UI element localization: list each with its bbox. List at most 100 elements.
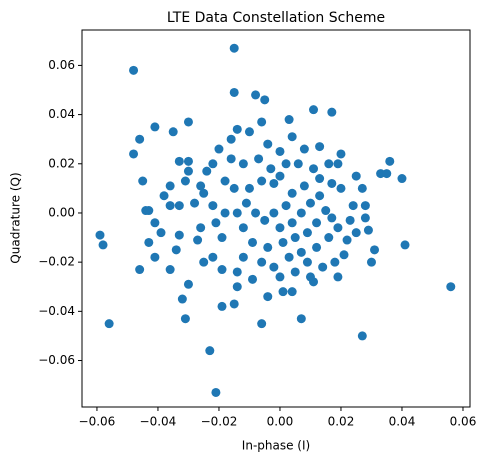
point bbox=[269, 262, 279, 272]
y-tick-label: −0.04 bbox=[38, 304, 75, 318]
point bbox=[193, 235, 203, 245]
point bbox=[269, 178, 279, 188]
point bbox=[348, 201, 358, 211]
point bbox=[318, 262, 328, 272]
point bbox=[229, 87, 239, 97]
point bbox=[214, 144, 224, 154]
point bbox=[278, 237, 288, 247]
point bbox=[302, 228, 312, 238]
point bbox=[232, 282, 242, 292]
point bbox=[360, 213, 370, 223]
point bbox=[257, 117, 267, 127]
point bbox=[333, 272, 343, 282]
y-tick-label: 0.02 bbox=[48, 156, 75, 170]
point bbox=[260, 215, 270, 225]
point bbox=[281, 159, 291, 169]
point bbox=[196, 181, 206, 191]
point bbox=[315, 191, 325, 201]
point bbox=[202, 166, 212, 176]
point bbox=[135, 265, 145, 275]
point bbox=[220, 208, 230, 218]
point bbox=[287, 132, 297, 142]
point bbox=[150, 252, 160, 262]
point bbox=[150, 122, 160, 132]
point bbox=[366, 257, 376, 267]
point bbox=[226, 134, 236, 144]
point bbox=[330, 257, 340, 267]
point bbox=[305, 198, 315, 208]
point bbox=[397, 174, 407, 184]
point bbox=[257, 257, 267, 267]
point bbox=[284, 252, 294, 262]
point bbox=[296, 314, 306, 324]
point bbox=[95, 230, 105, 240]
y-tick-label: 0.00 bbox=[48, 205, 75, 219]
x-tick-label: 0.04 bbox=[389, 415, 416, 429]
point bbox=[363, 225, 373, 235]
point bbox=[382, 169, 392, 179]
point bbox=[165, 181, 175, 191]
point bbox=[360, 201, 370, 211]
point bbox=[312, 242, 322, 252]
point bbox=[220, 176, 230, 186]
point bbox=[238, 159, 248, 169]
point bbox=[244, 183, 254, 193]
point bbox=[238, 252, 248, 262]
point bbox=[248, 237, 258, 247]
point bbox=[159, 191, 169, 201]
point bbox=[299, 144, 309, 154]
point bbox=[183, 166, 193, 176]
point bbox=[305, 272, 315, 282]
x-axis-label: In-phase (I) bbox=[242, 439, 310, 453]
point bbox=[229, 183, 239, 193]
point bbox=[299, 181, 309, 191]
point bbox=[312, 218, 322, 228]
point bbox=[333, 223, 343, 233]
point bbox=[275, 146, 285, 156]
point bbox=[287, 287, 297, 297]
point bbox=[333, 159, 343, 169]
y-tick-label: 0.06 bbox=[48, 58, 75, 72]
point bbox=[241, 198, 251, 208]
point bbox=[257, 319, 267, 329]
point bbox=[174, 230, 184, 240]
point bbox=[177, 294, 187, 304]
point bbox=[135, 134, 145, 144]
chart-title: LTE Data Constellation Scheme bbox=[167, 10, 385, 26]
point bbox=[290, 233, 300, 243]
point bbox=[232, 124, 242, 134]
point bbox=[281, 201, 291, 211]
point bbox=[357, 183, 367, 193]
point bbox=[269, 208, 279, 218]
point bbox=[296, 247, 306, 257]
point bbox=[180, 176, 190, 186]
point bbox=[98, 240, 108, 250]
point bbox=[129, 65, 139, 75]
point bbox=[327, 178, 337, 188]
point bbox=[342, 235, 352, 245]
point bbox=[150, 218, 160, 228]
y-axis-label: Quadrature (Q) bbox=[9, 172, 23, 263]
point bbox=[287, 218, 297, 228]
x-tick-label: −0.02 bbox=[201, 415, 238, 429]
point bbox=[357, 331, 367, 341]
point bbox=[208, 201, 218, 211]
point bbox=[208, 159, 218, 169]
point bbox=[287, 188, 297, 198]
point bbox=[385, 156, 395, 166]
y-tick-label: −0.06 bbox=[38, 353, 75, 367]
point bbox=[174, 201, 184, 211]
point bbox=[263, 242, 273, 252]
point bbox=[257, 176, 267, 186]
x-tick-label: 0.00 bbox=[267, 415, 294, 429]
point bbox=[327, 213, 337, 223]
point bbox=[275, 272, 285, 282]
point bbox=[180, 314, 190, 324]
point bbox=[339, 250, 349, 260]
point bbox=[309, 105, 319, 115]
point bbox=[144, 237, 154, 247]
point bbox=[232, 208, 242, 218]
point bbox=[266, 164, 276, 174]
point bbox=[129, 149, 139, 159]
